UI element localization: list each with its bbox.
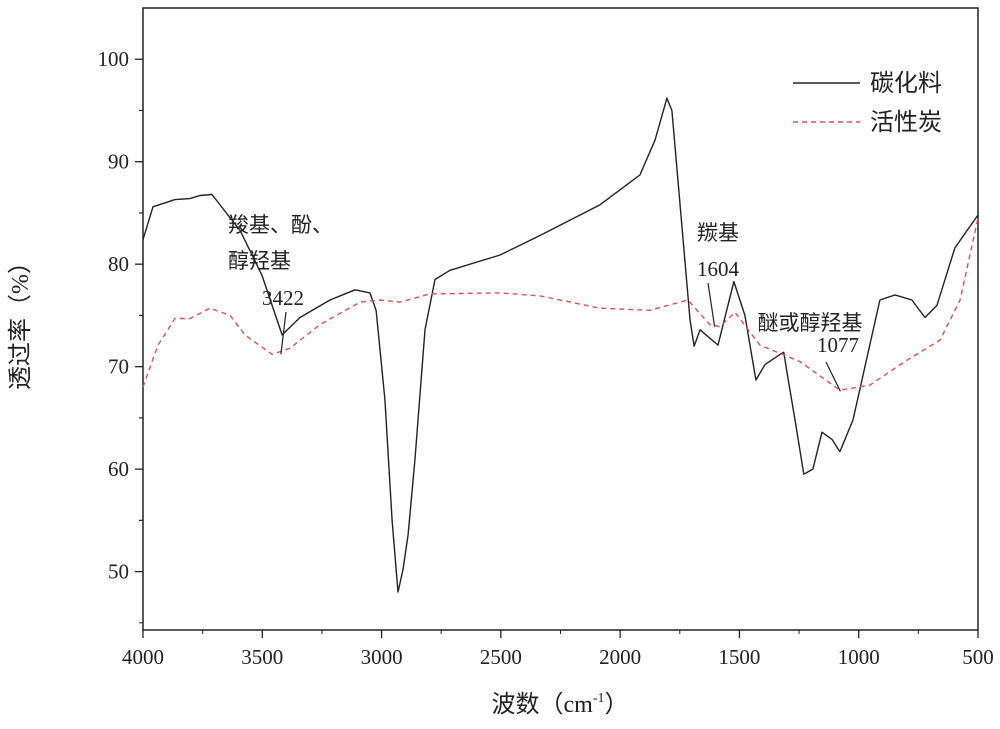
x-tick-label: 1000 xyxy=(838,645,880,669)
series-line-0 xyxy=(142,97,979,593)
y-tick-label: 60 xyxy=(108,457,129,481)
annotation-value: 1077 xyxy=(817,333,859,357)
y-tick-label: 50 xyxy=(108,560,129,584)
series-line-1 xyxy=(142,217,979,391)
tick-labels: 4000 3500 3000 2500 2000 1500 1000 500 50 60 70 80 9… xyxy=(98,47,994,669)
annotation-pointer xyxy=(825,361,841,392)
legend: 碳化料 活性炭 xyxy=(793,70,942,136)
x-tick-label: 3500 xyxy=(241,645,283,669)
legend-label-series-1: 活性炭 xyxy=(870,109,942,136)
x-tick-label: 4000 xyxy=(122,645,164,669)
y-tick-label: 100 xyxy=(98,47,130,71)
annotation-value: 1604 xyxy=(697,257,740,281)
y-tick-label: 70 xyxy=(108,355,129,379)
x-tick-label: 2500 xyxy=(480,645,522,669)
series-lines xyxy=(142,97,979,593)
annotation-label: 羧基、酚、 xyxy=(228,213,333,237)
x-axis-title: 波数（cm-1） xyxy=(492,691,629,718)
x-tick-label: 500 xyxy=(962,645,994,669)
legend-label-series-0: 碳化料 xyxy=(870,70,942,97)
annotation-label: 羰基 xyxy=(697,221,739,245)
x-tick-label: 1500 xyxy=(718,645,760,669)
annotation-label: 醚或醇羟基 xyxy=(758,311,863,335)
y-tick-label: 80 xyxy=(108,252,129,276)
annotation-value: 3422 xyxy=(262,286,304,310)
y-tick-label: 90 xyxy=(108,150,129,174)
x-tick-label: 2000 xyxy=(599,645,641,669)
axes xyxy=(135,7,979,638)
annotation-pointer xyxy=(707,282,716,327)
x-tick-label: 3000 xyxy=(361,645,403,669)
annotation-label: 醇羟基 xyxy=(228,249,291,273)
y-axis-title: 透过率（%） xyxy=(7,250,34,390)
annotation-pointer xyxy=(280,311,287,355)
